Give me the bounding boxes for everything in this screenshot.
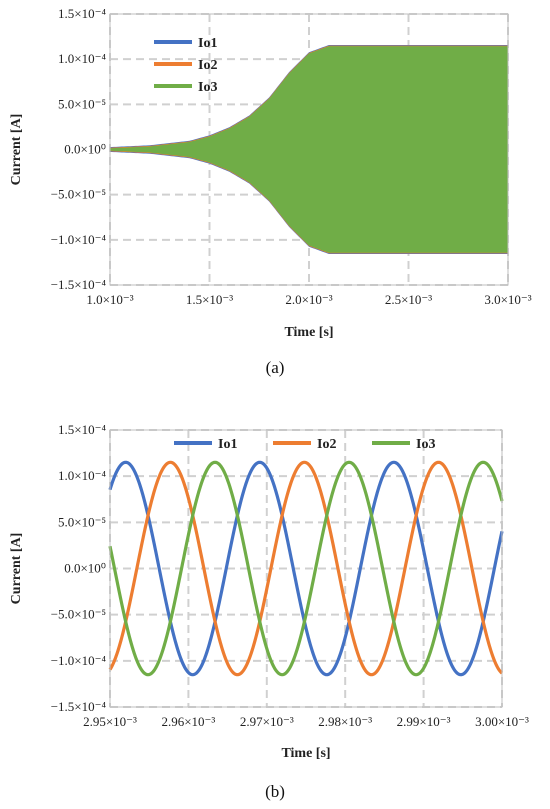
x-tick-labels: 1.0×10⁻³ 1.5×10⁻³ 2.0×10⁻³ 2.5×10⁻³ 3.0×10⁻³	[86, 292, 531, 307]
legend-label-io1: Io1	[198, 36, 217, 51]
plot-frame	[109, 429, 503, 708]
x-tick-label: 2.98×10⁻³	[318, 714, 372, 729]
x-tick-label: 1.0×10⁻³	[86, 292, 133, 307]
x-axis-label: Time [s]	[284, 325, 333, 340]
legend-label-io2: Io2	[317, 437, 336, 452]
series-io2-line	[108, 460, 504, 677]
panel-b-chart: 1.5×10⁻⁴ 1.0×10⁻⁴ 5.0×10⁻⁵ 0.0×10⁰ −5.0×10⁻⁵…	[9, 422, 529, 761]
y-tick-labels: 1.5×10⁻⁴ 1.0×10⁻⁴ 5.0×10⁻⁵ 0.0×10⁰ −5.0×10⁻⁵…	[51, 422, 107, 714]
plot-frame	[109, 13, 509, 286]
y-tick-label: 1.5×10⁻⁴	[58, 6, 106, 21]
x-tick-label: 2.0×10⁻³	[285, 292, 332, 307]
y-tick-labels: 1.5×10⁻⁴ 1.0×10⁻⁴ 5.0×10⁻⁵ 0.0×10⁰ −5.0×10⁻⁵…	[51, 6, 107, 292]
caption-a: (a)	[266, 358, 285, 377]
legend-label-io1: Io1	[218, 437, 237, 452]
y-tick-label: −5.0×10⁻⁵	[51, 187, 106, 202]
series-io3-band	[110, 46, 508, 253]
legend-label-io2: Io2	[198, 58, 217, 73]
y-tick-label: −1.0×10⁻⁴	[51, 232, 107, 247]
y-tick-label: 1.0×10⁻⁴	[58, 468, 106, 483]
x-axis-label: Time [s]	[281, 746, 330, 761]
legend-label-io3: Io3	[198, 80, 217, 95]
x-tick-label: 2.99×10⁻³	[397, 714, 451, 729]
legend: Io1 Io2 Io3	[154, 36, 217, 95]
caption-b: (b)	[265, 782, 285, 801]
x-tick-labels: 2.95×10⁻³ 2.96×10⁻³ 2.97×10⁻³ 2.98×10⁻³ 2.99…	[83, 714, 529, 729]
plot-data	[108, 460, 504, 677]
x-tick-label: 2.5×10⁻³	[385, 292, 432, 307]
plot-data	[110, 45, 508, 254]
legend-label-io3: Io3	[416, 437, 435, 452]
y-tick-label: 1.5×10⁻⁴	[58, 422, 106, 437]
x-tick-label: 3.0×10⁻³	[484, 292, 531, 307]
series-io1-line	[108, 460, 504, 677]
x-tick-label: 2.97×10⁻³	[240, 714, 294, 729]
y-tick-label: 1.0×10⁻⁴	[58, 51, 106, 66]
y-axis-label: Current [A]	[9, 114, 24, 186]
x-tick-label: 2.96×10⁻³	[161, 714, 215, 729]
x-tick-label: 3.00×10⁻³	[475, 714, 529, 729]
y-tick-label: −1.5×10⁻⁴	[51, 277, 107, 292]
legend: Io1 Io2 Io3	[174, 437, 435, 452]
x-tick-label: 2.95×10⁻³	[83, 714, 137, 729]
y-tick-label: 5.0×10⁻⁵	[58, 514, 106, 529]
panel-a-chart: 1.5×10⁻⁴ 1.0×10⁻⁴ 5.0×10⁻⁵ 0.0×10⁰ −5.0×10⁻⁵…	[9, 6, 532, 340]
y-tick-label: 0.0×10⁰	[64, 561, 106, 576]
y-axis-label: Current [A]	[9, 533, 24, 605]
series-io3-line	[108, 460, 504, 677]
y-tick-label: −1.0×10⁻⁴	[51, 653, 107, 668]
y-tick-label: −5.0×10⁻⁵	[51, 607, 106, 622]
y-tick-label: −1.5×10⁻⁴	[51, 699, 107, 714]
x-tick-label: 1.5×10⁻³	[186, 292, 233, 307]
y-tick-label: 5.0×10⁻⁵	[58, 96, 106, 111]
y-tick-label: 0.0×10⁰	[64, 142, 106, 157]
